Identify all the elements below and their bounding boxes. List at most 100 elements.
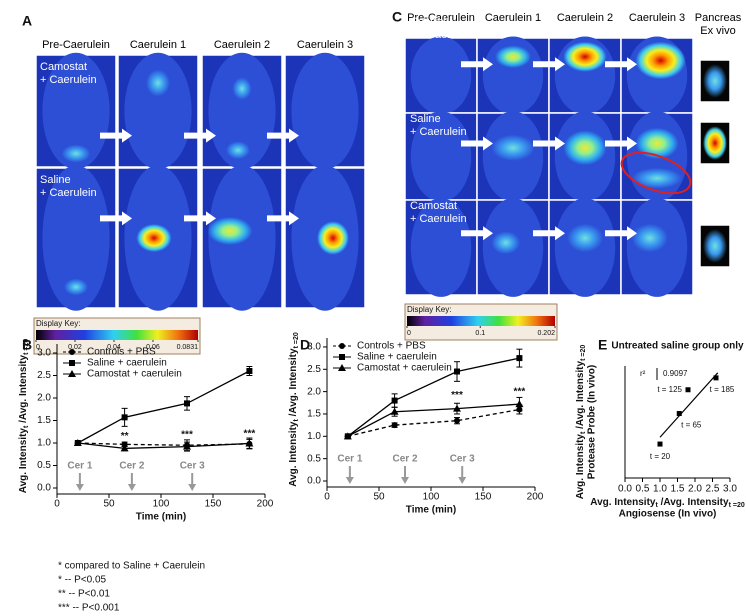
footnote: *** -- P<0.001	[58, 603, 120, 614]
arrow	[533, 226, 565, 241]
marker	[339, 343, 345, 349]
signal	[703, 64, 727, 98]
marker	[391, 422, 398, 429]
marker	[454, 417, 460, 424]
marker	[515, 400, 524, 408]
event-label: Cer 3	[450, 454, 475, 465]
column-header: Caerulein 1	[485, 12, 541, 24]
row-label: + Caerulein	[40, 187, 97, 199]
legend-label: Controls + PBS	[87, 347, 156, 358]
mouse-body	[410, 111, 472, 202]
x-tick-label: 100	[423, 492, 440, 503]
legend-label: Saline + caerulein	[87, 358, 167, 369]
marker	[69, 349, 75, 355]
y-tick-label: 0.0	[37, 483, 51, 494]
marker	[339, 354, 345, 360]
chart-title: Untreated saline group only	[611, 341, 744, 352]
key-title: Display Key:	[36, 319, 80, 328]
x-tick-label: 3.0	[723, 484, 737, 495]
mouse-body	[410, 36, 472, 115]
column-header: Caerulein 2	[214, 39, 270, 51]
event-arrowhead	[75, 484, 84, 491]
panel-label: E	[598, 337, 607, 353]
marker	[183, 442, 191, 450]
row-label: No Caerulein	[410, 29, 474, 41]
signal	[635, 127, 679, 160]
label-part: t	[293, 419, 300, 422]
x-tick-label: 100	[153, 499, 170, 510]
marker	[338, 364, 346, 371]
signal	[491, 134, 535, 161]
label-part: /Avg. Intensity	[288, 348, 299, 419]
column-header: Pre-Caerulein	[407, 12, 475, 24]
label-part: t =20	[580, 345, 587, 361]
signal	[207, 217, 253, 245]
signal	[226, 141, 250, 160]
event-arrowhead	[458, 477, 467, 484]
arrow	[461, 136, 493, 151]
fit-line	[659, 372, 719, 438]
event-arrowhead	[345, 477, 354, 484]
point	[685, 387, 691, 393]
event-label: Cer 1	[67, 461, 92, 472]
y-axis-title: Avg. Intensityt /Avg. Intensityt =20	[18, 339, 31, 494]
signal	[146, 69, 170, 97]
y-axis-title: Avg. Intensityt /Avg. Intensityt =20	[288, 332, 301, 487]
legend-label: Controls + PBS	[357, 341, 426, 352]
x-tick-label: 200	[527, 492, 544, 503]
y-tick-label: 2.5	[307, 364, 321, 375]
arrow	[605, 226, 637, 241]
arrow	[605, 57, 637, 72]
mouse-body	[42, 165, 110, 311]
y-tick-label: 3.0	[307, 342, 321, 353]
legend-label: Camostat + caerulein	[357, 363, 452, 374]
signal	[563, 41, 607, 72]
point-label: t = 125	[657, 385, 682, 394]
x-tick-label: 1.5	[671, 484, 685, 495]
y-tick-label: 1.0	[307, 431, 321, 442]
y-tick-label: 2.0	[37, 393, 51, 404]
x-axis-title: Time (min)	[136, 512, 186, 523]
point-label: t = 65	[681, 421, 702, 430]
series-line	[347, 357, 520, 437]
label-part: Avg. Intensity	[590, 497, 656, 508]
point	[676, 411, 682, 417]
signal	[495, 45, 531, 68]
x-tick-label: 0	[324, 492, 330, 503]
mouse-body	[208, 52, 276, 170]
marker	[453, 404, 461, 412]
key-tick-label: 0.202	[537, 330, 555, 337]
marker	[516, 355, 523, 362]
label-part: t =20	[23, 339, 30, 355]
row-label: Camostat	[40, 61, 87, 73]
x-tick-label: 0.0	[618, 484, 632, 495]
signal	[703, 126, 727, 160]
colorbar	[407, 316, 555, 326]
label-part: /Avg. Intensity	[18, 354, 29, 425]
key-tick-label: 0.04	[107, 344, 121, 351]
label-part: t	[655, 502, 658, 509]
significance: ***	[514, 386, 526, 397]
y-tick-label: 0.0	[307, 476, 321, 487]
colorbar	[36, 330, 198, 340]
arrow	[461, 226, 493, 241]
row-label: Control	[410, 16, 445, 28]
marker	[68, 370, 76, 377]
y-axis-title: Avg. Intensityt /Avg. Intensityt =20	[575, 345, 588, 500]
event-label: Cer 2	[392, 454, 417, 465]
signal	[317, 221, 349, 255]
label-part: Avg. Intensity	[288, 421, 299, 487]
y-tick-label: 2.5	[37, 370, 51, 381]
panel-label: C	[392, 9, 402, 25]
x-tick-label: 50	[373, 492, 385, 503]
marker	[120, 444, 129, 452]
x-axis-title: Angiosense (In vivo)	[619, 509, 717, 520]
r2-label: r²	[640, 369, 646, 378]
column-header: Caerulein 1	[130, 39, 186, 51]
x-tick-label: 0	[54, 499, 60, 510]
y-tick-label: 0.5	[307, 453, 321, 464]
mouse-body	[410, 198, 472, 297]
label-part: /Avg. Intensity	[575, 360, 586, 431]
series-line	[77, 370, 250, 444]
